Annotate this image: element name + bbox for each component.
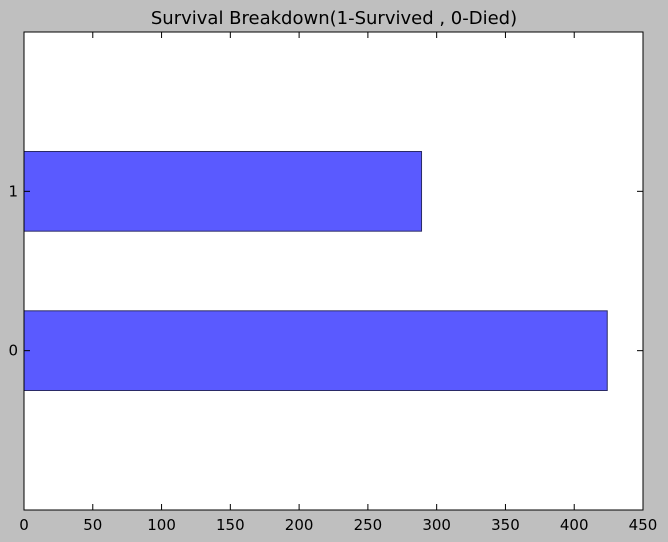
x-tick-label: 300 xyxy=(422,516,451,534)
ticks-layer: 0 50 100 150 200 250 300 350 400 450 0 1 xyxy=(8,32,657,534)
x-tick-label: 250 xyxy=(354,516,383,534)
plot-frame xyxy=(23,31,644,511)
bar-1 xyxy=(23,151,423,232)
plot-area xyxy=(24,32,643,510)
x-tick-label: 350 xyxy=(491,516,520,534)
y-tick-label: 1 xyxy=(8,182,18,200)
x-tick-label: 50 xyxy=(83,516,102,534)
y-tick-label: 0 xyxy=(8,342,18,360)
bar-0 xyxy=(23,310,608,392)
x-tick-label: 400 xyxy=(560,516,589,534)
x-tick-label: 450 xyxy=(629,516,658,534)
x-tick-label: 200 xyxy=(285,516,314,534)
chart-title: Survival Breakdown(1-Survived , 0-Died) xyxy=(151,8,517,29)
x-tick-label: 150 xyxy=(216,516,245,534)
x-tick-label: 100 xyxy=(147,516,176,534)
bars-layer xyxy=(23,151,608,392)
x-tick-label: 0 xyxy=(19,516,29,534)
